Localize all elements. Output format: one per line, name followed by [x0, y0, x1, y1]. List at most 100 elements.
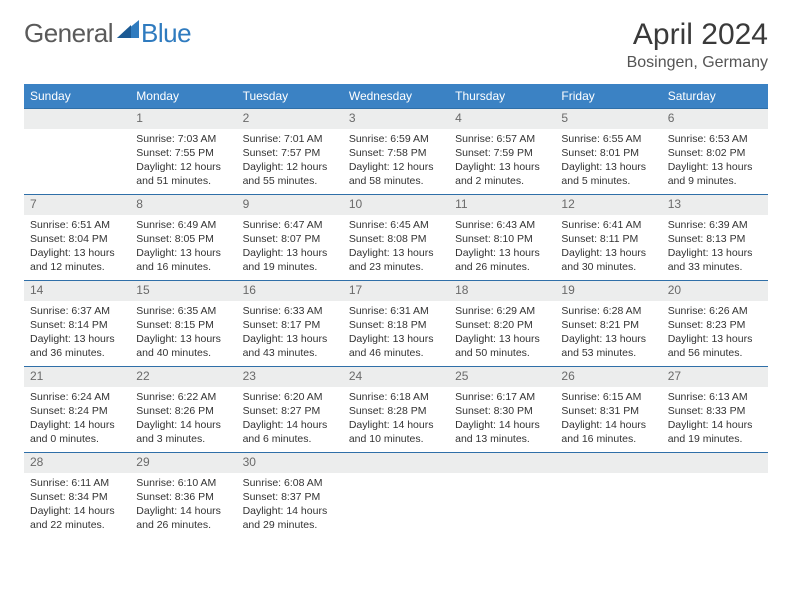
sunrise-text: Sunrise: 6:49 AM [136, 218, 230, 232]
day-number: 24 [343, 367, 449, 387]
day-details: Sunrise: 6:57 AMSunset: 7:59 PMDaylight:… [449, 129, 555, 193]
sunset-text: Sunset: 8:10 PM [455, 232, 549, 246]
logo-text-blue: Blue [141, 18, 191, 49]
sunset-text: Sunset: 7:59 PM [455, 146, 549, 160]
day-details: Sunrise: 6:41 AMSunset: 8:11 PMDaylight:… [555, 215, 661, 279]
sunrise-text: Sunrise: 6:41 AM [561, 218, 655, 232]
daylight-text: Daylight: 13 hours and 50 minutes. [455, 332, 549, 360]
day-details: Sunrise: 6:43 AMSunset: 8:10 PMDaylight:… [449, 215, 555, 279]
sunrise-text: Sunrise: 6:55 AM [561, 132, 655, 146]
day-number [24, 109, 130, 129]
calendar-day-cell: 27Sunrise: 6:13 AMSunset: 8:33 PMDayligh… [662, 367, 768, 453]
sunset-text: Sunset: 8:07 PM [243, 232, 337, 246]
day-number: 21 [24, 367, 130, 387]
day-details: Sunrise: 6:31 AMSunset: 8:18 PMDaylight:… [343, 301, 449, 365]
calendar-day-cell: 1Sunrise: 7:03 AMSunset: 7:55 PMDaylight… [130, 109, 236, 195]
sunrise-text: Sunrise: 6:10 AM [136, 476, 230, 490]
calendar-day-cell: 21Sunrise: 6:24 AMSunset: 8:24 PMDayligh… [24, 367, 130, 453]
day-number: 6 [662, 109, 768, 129]
calendar-day-cell: 28Sunrise: 6:11 AMSunset: 8:34 PMDayligh… [24, 453, 130, 539]
calendar-week-row: 14Sunrise: 6:37 AMSunset: 8:14 PMDayligh… [24, 281, 768, 367]
day-number: 25 [449, 367, 555, 387]
calendar-day-cell: 22Sunrise: 6:22 AMSunset: 8:26 PMDayligh… [130, 367, 236, 453]
calendar-page: General Blue April 2024 Bosingen, German… [0, 0, 792, 557]
sunrise-text: Sunrise: 6:59 AM [349, 132, 443, 146]
day-number: 5 [555, 109, 661, 129]
day-number: 14 [24, 281, 130, 301]
month-title: April 2024 [627, 18, 768, 52]
daylight-text: Daylight: 13 hours and 33 minutes. [668, 246, 762, 274]
day-number: 30 [237, 453, 343, 473]
sunset-text: Sunset: 8:14 PM [30, 318, 124, 332]
sunrise-text: Sunrise: 6:11 AM [30, 476, 124, 490]
calendar-day-cell: 2Sunrise: 7:01 AMSunset: 7:57 PMDaylight… [237, 109, 343, 195]
daylight-text: Daylight: 14 hours and 26 minutes. [136, 504, 230, 532]
day-details: Sunrise: 6:37 AMSunset: 8:14 PMDaylight:… [24, 301, 130, 365]
daylight-text: Daylight: 13 hours and 9 minutes. [668, 160, 762, 188]
sunset-text: Sunset: 7:58 PM [349, 146, 443, 160]
sunrise-text: Sunrise: 7:03 AM [136, 132, 230, 146]
calendar-day-cell: 8Sunrise: 6:49 AMSunset: 8:05 PMDaylight… [130, 195, 236, 281]
day-details: Sunrise: 6:45 AMSunset: 8:08 PMDaylight:… [343, 215, 449, 279]
daylight-text: Daylight: 13 hours and 40 minutes. [136, 332, 230, 360]
calendar-week-row: 21Sunrise: 6:24 AMSunset: 8:24 PMDayligh… [24, 367, 768, 453]
weekday-header: Thursday [449, 84, 555, 109]
sunset-text: Sunset: 8:30 PM [455, 404, 549, 418]
title-block: April 2024 Bosingen, Germany [627, 18, 768, 72]
day-number: 15 [130, 281, 236, 301]
daylight-text: Daylight: 13 hours and 56 minutes. [668, 332, 762, 360]
daylight-text: Daylight: 12 hours and 51 minutes. [136, 160, 230, 188]
sunrise-text: Sunrise: 6:20 AM [243, 390, 337, 404]
logo-text-general: General [24, 18, 113, 49]
sunset-text: Sunset: 8:26 PM [136, 404, 230, 418]
daylight-text: Daylight: 13 hours and 19 minutes. [243, 246, 337, 274]
daylight-text: Daylight: 13 hours and 30 minutes. [561, 246, 655, 274]
day-number [343, 453, 449, 473]
day-number: 26 [555, 367, 661, 387]
calendar-day-cell [24, 109, 130, 195]
sunset-text: Sunset: 8:18 PM [349, 318, 443, 332]
sunrise-text: Sunrise: 6:17 AM [455, 390, 549, 404]
day-number: 7 [24, 195, 130, 215]
daylight-text: Daylight: 13 hours and 53 minutes. [561, 332, 655, 360]
logo: General Blue [24, 18, 191, 49]
day-details: Sunrise: 6:59 AMSunset: 7:58 PMDaylight:… [343, 129, 449, 193]
daylight-text: Daylight: 13 hours and 2 minutes. [455, 160, 549, 188]
day-number: 23 [237, 367, 343, 387]
calendar-day-cell: 23Sunrise: 6:20 AMSunset: 8:27 PMDayligh… [237, 367, 343, 453]
weekday-header-row: Sunday Monday Tuesday Wednesday Thursday… [24, 84, 768, 109]
daylight-text: Daylight: 14 hours and 0 minutes. [30, 418, 124, 446]
weekday-header: Monday [130, 84, 236, 109]
calendar-week-row: 1Sunrise: 7:03 AMSunset: 7:55 PMDaylight… [24, 109, 768, 195]
sunrise-text: Sunrise: 6:22 AM [136, 390, 230, 404]
calendar-week-row: 7Sunrise: 6:51 AMSunset: 8:04 PMDaylight… [24, 195, 768, 281]
day-number: 11 [449, 195, 555, 215]
daylight-text: Daylight: 14 hours and 19 minutes. [668, 418, 762, 446]
sunrise-text: Sunrise: 6:57 AM [455, 132, 549, 146]
day-number: 2 [237, 109, 343, 129]
daylight-text: Daylight: 13 hours and 16 minutes. [136, 246, 230, 274]
sunset-text: Sunset: 8:02 PM [668, 146, 762, 160]
sunrise-text: Sunrise: 6:33 AM [243, 304, 337, 318]
daylight-text: Daylight: 14 hours and 16 minutes. [561, 418, 655, 446]
sunset-text: Sunset: 8:31 PM [561, 404, 655, 418]
day-details: Sunrise: 7:01 AMSunset: 7:57 PMDaylight:… [237, 129, 343, 193]
day-number [662, 453, 768, 473]
daylight-text: Daylight: 12 hours and 58 minutes. [349, 160, 443, 188]
day-number [555, 453, 661, 473]
day-number: 29 [130, 453, 236, 473]
day-details: Sunrise: 6:51 AMSunset: 8:04 PMDaylight:… [24, 215, 130, 279]
sunset-text: Sunset: 8:33 PM [668, 404, 762, 418]
calendar-day-cell: 3Sunrise: 6:59 AMSunset: 7:58 PMDaylight… [343, 109, 449, 195]
calendar-day-cell [449, 453, 555, 539]
day-details: Sunrise: 6:10 AMSunset: 8:36 PMDaylight:… [130, 473, 236, 537]
sunrise-text: Sunrise: 6:13 AM [668, 390, 762, 404]
calendar-day-cell: 5Sunrise: 6:55 AMSunset: 8:01 PMDaylight… [555, 109, 661, 195]
day-details: Sunrise: 6:24 AMSunset: 8:24 PMDaylight:… [24, 387, 130, 451]
weekday-header: Tuesday [237, 84, 343, 109]
calendar-day-cell: 7Sunrise: 6:51 AMSunset: 8:04 PMDaylight… [24, 195, 130, 281]
daylight-text: Daylight: 14 hours and 3 minutes. [136, 418, 230, 446]
day-details: Sunrise: 6:29 AMSunset: 8:20 PMDaylight:… [449, 301, 555, 365]
day-number: 4 [449, 109, 555, 129]
day-details: Sunrise: 6:26 AMSunset: 8:23 PMDaylight:… [662, 301, 768, 365]
